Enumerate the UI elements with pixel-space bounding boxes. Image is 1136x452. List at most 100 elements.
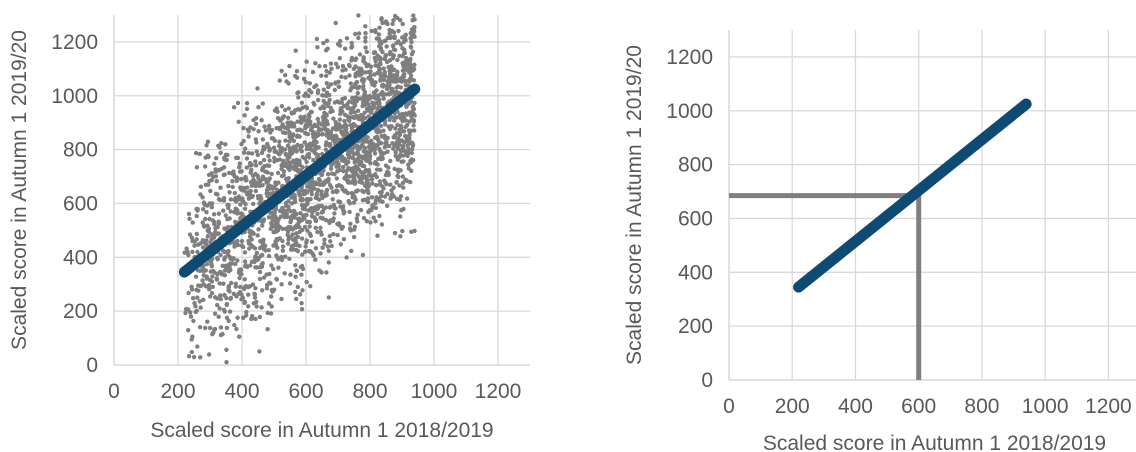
scatter-point (394, 196, 400, 202)
scatter-point (304, 212, 309, 218)
scatter-point (267, 280, 272, 285)
scatter-point (406, 128, 412, 133)
scatter-point (361, 189, 366, 195)
scatter-point (183, 310, 188, 316)
scatter-point (385, 35, 391, 41)
scatter-point (308, 187, 313, 192)
scatter-point (363, 70, 368, 75)
scatter-point (280, 205, 285, 211)
scatter-point (283, 130, 288, 136)
scatter-point (249, 151, 255, 156)
scatter-point (303, 249, 308, 254)
scatter-point (262, 124, 267, 129)
scatter-point (319, 73, 324, 78)
scatter-point (342, 118, 347, 124)
scatter-point (186, 252, 191, 258)
scatter-point (319, 192, 324, 198)
scatter-point (395, 146, 401, 151)
scatter-point (253, 188, 258, 194)
scatter-point (216, 211, 222, 216)
scatter-point (266, 253, 272, 259)
scatter-point (381, 77, 387, 83)
scatter-point (398, 194, 404, 199)
scatter-point (330, 197, 335, 202)
scatter-point (300, 288, 305, 293)
scatter-point (279, 282, 284, 287)
scatter-point (399, 112, 404, 118)
scatter-point (328, 183, 333, 188)
scatter-point (372, 172, 378, 178)
scatter-point (299, 236, 305, 241)
scatter-point (304, 143, 309, 148)
scatter-point (333, 120, 338, 125)
scatter-point (284, 79, 289, 84)
scatter-point (203, 325, 208, 331)
scatter-point (257, 269, 263, 275)
scatter-point (358, 207, 364, 213)
scatter-point (334, 188, 339, 193)
scatter-point (321, 122, 326, 128)
scatter-point (253, 286, 258, 291)
scatter-point (351, 234, 357, 240)
scatter-point (351, 155, 356, 161)
scatter-point (238, 215, 243, 221)
scatter-point (222, 273, 227, 278)
scatter-point (194, 231, 199, 237)
scatter-point (198, 184, 204, 189)
scatter-point (402, 140, 407, 145)
scatter-point (192, 239, 197, 244)
scatter-point (217, 281, 222, 286)
scatter-point (238, 197, 243, 202)
scatter-point (295, 119, 300, 124)
scatter-point (306, 249, 311, 254)
scatter-point (269, 127, 275, 133)
scatter-point (216, 314, 221, 319)
scatter-point (352, 103, 358, 108)
scatter-point (244, 156, 250, 161)
scatter-point (237, 165, 242, 170)
scatter-point (297, 134, 302, 139)
scatter-point (271, 136, 276, 141)
scatter-point (255, 152, 260, 158)
scatter-point (355, 166, 360, 171)
scatter-point (324, 112, 329, 117)
scatter-point (190, 249, 195, 255)
scatter-point (221, 281, 226, 286)
scatter-point (371, 215, 376, 220)
scatter-point (250, 230, 255, 235)
scatter-point (292, 210, 297, 215)
scatter-point (363, 30, 368, 36)
scatter-point (364, 219, 369, 224)
scatter-point (333, 206, 338, 211)
scatter-point (339, 100, 344, 105)
scatter-point (308, 181, 314, 187)
scatter-point (379, 134, 385, 139)
scatter-point (370, 181, 375, 186)
scatter-point (223, 142, 228, 147)
scatter-point (234, 199, 239, 204)
scatter-point (294, 231, 299, 236)
scatter-point (365, 188, 371, 194)
scatter-point (325, 244, 330, 249)
scatter-point (297, 162, 303, 168)
scatter-point (293, 274, 298, 279)
scatter-point (232, 190, 237, 196)
scatter-point (241, 185, 246, 191)
scatter-point (402, 112, 408, 117)
scatter-point (304, 106, 310, 111)
scatter-point (366, 173, 372, 178)
scatter-point (315, 116, 320, 122)
scatter-point (304, 159, 309, 165)
scatter-point (365, 199, 371, 205)
scatter-point (210, 274, 215, 279)
scatter-point (260, 101, 265, 106)
scatter-point (395, 173, 400, 179)
scatter-point (236, 119, 241, 125)
scatter-point (378, 167, 383, 172)
scatter-point (189, 287, 195, 292)
scatter-point (388, 158, 393, 164)
scatter-point (376, 62, 381, 68)
scatter-point (286, 166, 291, 171)
scatter-point (376, 32, 382, 37)
scatter-point (214, 179, 219, 184)
